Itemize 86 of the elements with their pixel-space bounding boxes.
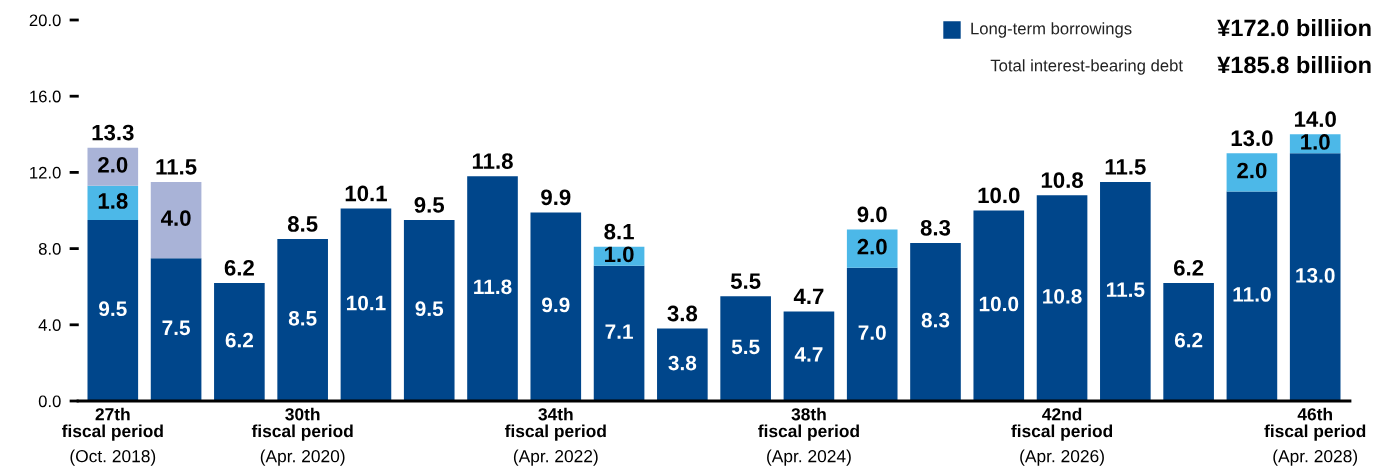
data-label: 7.0 (858, 325, 886, 340)
bar (403, 220, 455, 401)
x-tick-label: 30th fiscal period (Apr. 2020) (251, 407, 353, 466)
annotation: Total interest-bearing debt (990, 59, 1183, 75)
bar (973, 210, 1025, 401)
total-label: 8.5 (287, 216, 318, 232)
total-label: 4.7 (793, 288, 824, 304)
bar (1036, 195, 1088, 401)
bar (846, 267, 898, 401)
bar (277, 239, 328, 401)
y-tick-label: 4.0 (38, 319, 61, 331)
total-label: 11.5 (1105, 159, 1146, 175)
bar (1163, 282, 1214, 401)
bar (593, 265, 645, 401)
annotation: ¥185.8 billiion (1217, 56, 1371, 74)
data-label: 9.5 (415, 301, 444, 317)
bar (150, 258, 202, 401)
data-label: 6.2 (1174, 332, 1203, 348)
bar (657, 328, 708, 401)
bar (1226, 191, 1278, 401)
bar (467, 176, 518, 401)
data-label: 7.1 (605, 324, 633, 339)
bar (87, 147, 139, 186)
bar (783, 311, 835, 401)
total-label: 8.1 (604, 223, 634, 240)
data-label: 3.8 (668, 355, 697, 371)
data-label: 10.0 (979, 296, 1019, 312)
annotation: ¥172.0 billiion (1217, 19, 1371, 37)
x-tick-label: 38th fiscal period (Apr. 2024) (758, 407, 859, 466)
total-label: 9.5 (414, 197, 445, 213)
data-label: 1.8 (98, 193, 128, 209)
data-label: 9.5 (99, 301, 127, 317)
data-label: 2.0 (857, 238, 887, 255)
x-tick-label: 27th fiscal period (Oct. 2018) (61, 407, 163, 466)
total-label: 5.5 (730, 273, 761, 289)
bar (720, 296, 771, 401)
total-label: 14.0 (1294, 111, 1336, 128)
bar (87, 220, 139, 401)
total-label: 11.8 (472, 153, 513, 169)
y-tick-label: 16.0 (30, 90, 61, 103)
data-label: 1.0 (605, 246, 634, 263)
data-label: 4.0 (160, 210, 191, 226)
data-label: 2.0 (1237, 162, 1267, 179)
data-label: 7.5 (162, 320, 190, 336)
total-label: 10.0 (978, 187, 1020, 204)
total-label: 13.0 (1231, 130, 1273, 147)
bar (846, 229, 898, 268)
data-label: 8.3 (921, 312, 950, 328)
data-label: 11.0 (1233, 287, 1271, 302)
total-label: 8.3 (920, 219, 951, 236)
data-label: 1.0 (1301, 134, 1330, 150)
total-label: 10.1 (345, 185, 387, 202)
data-label: 10.1 (346, 295, 386, 311)
bar (910, 242, 961, 401)
data-label: 10.8 (1043, 288, 1082, 304)
x-tick-label: 42nd fiscal period (Apr. 2026) (1011, 407, 1113, 466)
data-label: 2.0 (98, 156, 128, 173)
legend-label: Long-term borrowings (971, 22, 1132, 38)
bar (340, 208, 392, 401)
total-label: 13.3 (92, 124, 134, 141)
total-label: 9.9 (541, 189, 571, 206)
data-label: 5.5 (731, 339, 760, 355)
data-label: 11.8 (474, 279, 512, 295)
total-label: 10.8 (1041, 172, 1084, 189)
y-tick-label: 0.0 (38, 395, 61, 408)
y-tick-label: 20.0 (29, 14, 61, 27)
x-tick-label: 46th fiscal period (Apr. 2028) (1264, 407, 1366, 466)
total-label: 6.2 (224, 259, 254, 276)
data-label: 8.5 (288, 310, 317, 326)
x-tick-label: 34th fiscal period (Apr. 2022) (504, 407, 606, 466)
data-label: 4.7 (794, 347, 823, 362)
bar (530, 212, 582, 401)
bar (214, 282, 265, 401)
y-tick-label: 12.0 (30, 166, 61, 179)
bar (1100, 181, 1151, 401)
total-label: 6.2 (1173, 259, 1204, 276)
bar (1289, 153, 1341, 401)
bar (150, 181, 202, 259)
data-label: 6.2 (225, 332, 254, 348)
data-label: 9.9 (542, 297, 570, 313)
data-label: 11.5 (1106, 282, 1145, 298)
y-tick-label: 8.0 (38, 243, 61, 255)
total-label: 3.8 (667, 305, 698, 322)
data-label: 13.0 (1296, 268, 1335, 283)
total-label: 9.0 (857, 206, 887, 223)
total-label: 11.5 (156, 159, 197, 175)
